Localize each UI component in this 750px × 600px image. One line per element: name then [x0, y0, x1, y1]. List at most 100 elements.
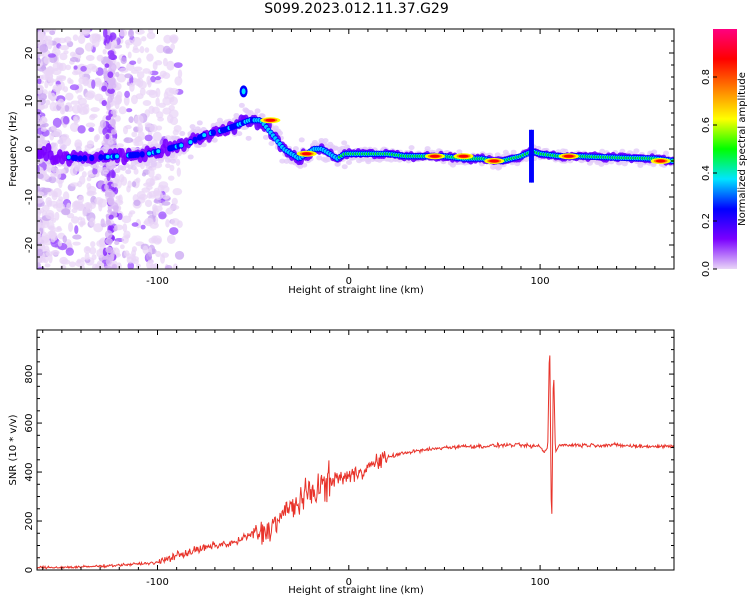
heatmap-noise	[64, 105, 70, 112]
heatmap-noise	[169, 164, 175, 172]
heatmap-noise	[122, 125, 129, 135]
heatmap-halo	[236, 131, 243, 137]
heatmap-noise	[150, 75, 156, 83]
heatmap-noise	[84, 252, 90, 261]
x-tick-label: -100	[146, 577, 169, 588]
heatmap-noise	[65, 64, 72, 71]
heatmap-noise	[145, 89, 156, 96]
heatmap-core	[188, 140, 193, 145]
heatmap-noise	[134, 114, 144, 125]
heatmap-noise	[140, 224, 146, 230]
heatmap-noise	[94, 93, 104, 102]
heatmap-noise	[54, 211, 60, 221]
heatmap-noise	[148, 105, 155, 115]
heatmap-halo	[268, 140, 275, 146]
heatmap-halo	[510, 149, 517, 155]
heatmap-noise	[91, 254, 97, 261]
heatmap-noise	[114, 240, 120, 246]
heatmap-noise	[50, 92, 56, 102]
heatmap-noise	[65, 241, 73, 250]
heatmap-noise	[41, 174, 50, 180]
heatmap-noise	[37, 164, 40, 174]
heatmap-noise	[59, 52, 68, 61]
heatmap-noise	[86, 90, 96, 99]
heatmap-noise	[39, 43, 49, 53]
heatmap-noise	[85, 122, 96, 128]
heatmap-noise	[61, 208, 71, 216]
heatmap-noise	[62, 116, 70, 125]
heatmap-noise	[93, 223, 104, 233]
heatmap-halo	[262, 134, 269, 140]
heatmap-noise	[119, 174, 125, 183]
heatmap-noise	[78, 69, 84, 80]
heatmap-noise	[47, 39, 53, 50]
heatmap-noise	[105, 133, 110, 140]
heatmap-noise	[75, 260, 85, 268]
heatmap-halo	[200, 142, 207, 148]
heatmap-halo	[107, 139, 114, 145]
heatmap-noise	[71, 208, 78, 214]
heatmap-noise	[71, 70, 80, 76]
heatmap-noise	[112, 177, 119, 185]
heatmap-noise	[65, 247, 74, 256]
heatmap-halo	[211, 137, 218, 143]
heatmap-noise	[86, 63, 97, 70]
heatmap-noise	[37, 248, 44, 257]
heatmap-noise	[108, 214, 114, 220]
heatmap-noise	[129, 210, 136, 215]
heatmap-core	[147, 151, 152, 156]
heatmap-noise	[89, 114, 96, 121]
heatmap-noise	[47, 53, 57, 58]
heatmap-noise	[172, 129, 179, 136]
heatmap-bright-spot	[655, 159, 666, 163]
heatmap-noise	[58, 63, 64, 71]
heatmap-halo	[245, 135, 252, 141]
heatmap-noise	[46, 221, 55, 229]
heatmap-noise	[51, 217, 57, 223]
heatmap-noise	[172, 90, 178, 96]
heatmap-noise	[174, 76, 183, 86]
heatmap-noise	[147, 29, 154, 35]
heatmap-noise	[82, 80, 89, 85]
heatmap-noise	[60, 259, 71, 265]
heatmap-noise	[114, 115, 121, 122]
heatmap-noise	[110, 128, 117, 135]
heatmap-noise	[134, 79, 142, 87]
heatmap-noise	[104, 184, 109, 191]
spectrogram-marks	[37, 29, 674, 269]
heatmap-noise	[155, 97, 160, 107]
heatmap-noise	[123, 250, 130, 257]
heatmap-halo	[196, 120, 203, 126]
heatmap-noise	[77, 34, 86, 44]
heatmap-noise	[68, 222, 74, 232]
heatmap-noise	[44, 245, 50, 252]
heatmap-noise	[162, 72, 171, 79]
heatmap-noise	[53, 128, 62, 138]
heatmap-halo	[130, 165, 137, 171]
heatmap-noise	[129, 82, 135, 92]
heatmap-noise	[104, 265, 112, 269]
heatmap-noise	[123, 96, 130, 106]
colorbar-label: Normalized spectral amplitude	[737, 72, 748, 226]
heatmap-noise	[37, 191, 45, 196]
heatmap-noise	[131, 246, 137, 253]
heatmap-noise	[56, 75, 67, 80]
heatmap-noise	[138, 194, 148, 201]
heatmap-halo	[279, 158, 286, 164]
heatmap-noise	[50, 172, 58, 178]
heatmap-noise	[120, 57, 127, 65]
heatmap-noise	[154, 190, 163, 200]
heatmap-halo	[247, 110, 254, 116]
spectrogram-xlabel: Height of straight line (km)	[288, 285, 424, 296]
heatmap-noise	[100, 218, 105, 228]
heatmap-noise	[102, 255, 109, 260]
heatmap-halo	[102, 169, 109, 175]
heatmap-noise	[37, 262, 41, 268]
heatmap-noise	[73, 116, 79, 126]
heatmap-noise	[134, 29, 145, 35]
heatmap-noise	[37, 57, 42, 65]
heatmap-noise	[153, 262, 160, 269]
x-tick-label: -100	[146, 276, 169, 287]
snr-frame	[36, 329, 675, 571]
